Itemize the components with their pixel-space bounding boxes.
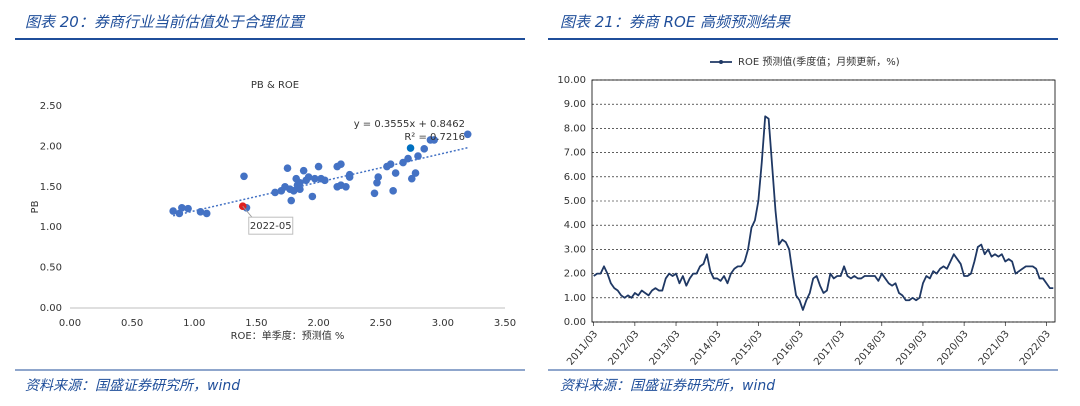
y-tick-label: 6.00 [564,172,586,183]
annotation: R² = 0.7216 [404,132,465,143]
series-line [593,115,1054,311]
y-tick-label: 2.50 [40,101,62,112]
scatter-point [240,172,248,181]
x-axis-label: ROE：单季度：预测值 % [231,329,345,342]
point-label: 2022-05 [250,221,292,232]
y-tick-label: 2.00 [40,141,62,152]
scatter-point [407,174,416,183]
legend-label: ROE 预测值(季度值；月频更新，%) [738,55,900,68]
scatter-point [430,136,438,144]
scatter-point [420,145,429,153]
scatter-point [311,174,319,183]
scatter-point [389,187,397,195]
scatter-point [271,188,279,197]
y-tick-label: 7.00 [564,148,586,159]
y-tick-label: 5.00 [564,196,586,207]
y-tick-label: 1.50 [40,182,62,193]
scatter-point [373,178,381,187]
scatter-point [308,192,317,201]
scatter-point [289,187,298,195]
scatter-point [184,204,192,213]
heading: 图表 21：券商 ROE 高频预测结果 [560,13,791,31]
scatter-point [411,169,420,177]
scatter-point [314,162,323,171]
y-tick-label: 10.00 [557,75,586,86]
x-tick-label: 3.50 [494,318,516,329]
scatter-point [374,173,383,181]
scatter-point [386,160,395,168]
y-tick-label: 3.00 [564,244,586,255]
scatter-point [287,196,296,205]
x-tick-label: 1.50 [245,318,267,329]
y-tick-label: 1.00 [564,293,586,304]
scatter-point [345,173,354,181]
y-tick-label: 0.00 [40,303,62,314]
chart-title: PB & ROE [251,80,299,91]
y-tick-label: 1.00 [40,222,62,233]
scatter-point [296,185,304,194]
heading: 图表 20：券商行业当前估值处于合理位置 [25,13,306,31]
scatter-point [342,183,350,191]
scatter-point [169,207,177,215]
x-tick-label: 0.50 [121,318,143,329]
x-tick-label: 3.00 [432,318,454,329]
scatter-point [175,209,184,218]
scatter-point [296,178,304,187]
scatter-point [406,144,415,152]
y-tick-label: 0.50 [40,263,62,274]
y-axis-label: PB [30,200,41,213]
scatter-point [404,154,412,163]
scatter-point [337,160,345,168]
source: 资料来源：国盛证券研究所，wind [25,378,240,394]
source: 资料来源：国盛证券研究所，wind [560,378,775,394]
y-tick-label: 0.00 [564,317,586,328]
scatter-point [283,164,292,173]
y-tick-label: 8.00 [564,123,586,134]
y-tick-label: 9.00 [564,99,586,110]
scatter-point [299,166,308,175]
x-tick-label: 2.50 [370,318,392,329]
x-tick-label: 0.00 [59,318,81,329]
y-tick-label: 2.00 [564,269,586,280]
y-tick-label: 4.00 [564,220,586,231]
scatter-point [370,189,379,198]
x-tick-label: 1.00 [183,318,205,329]
x-tick-label: 2.00 [307,318,329,329]
scatter-point [391,169,400,177]
scatter-point [414,152,422,160]
label-leader [242,205,254,219]
annotation: y = 0.3555x + 0.8462 [354,119,465,130]
scatter-point [178,204,186,212]
scatter-point [320,176,329,185]
scatter-point [304,173,313,181]
scatter-point [202,209,211,218]
legend-marker [719,60,723,64]
label-box [248,216,294,235]
scatter-point [463,130,472,139]
scatter-point [196,208,205,216]
